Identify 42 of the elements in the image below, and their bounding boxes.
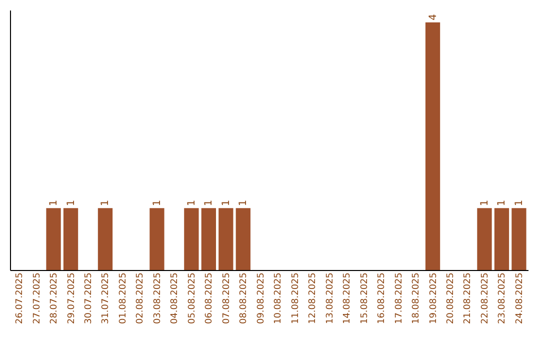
x-tick-label: 07.08.2025 <box>222 272 232 324</box>
x-tick-label: 19.08.2025 <box>428 272 439 324</box>
data-label: 1 <box>479 200 490 206</box>
x-tick-label: 13.08.2025 <box>325 272 336 324</box>
x-tick-label: 15.08.2025 <box>360 272 370 324</box>
x-tick-label: 29.07.2025 <box>66 272 77 324</box>
x-tick-label: 01.08.2025 <box>118 272 128 324</box>
x-tick-label: 20.08.2025 <box>446 272 456 324</box>
data-label: 1 <box>48 200 60 206</box>
x-tick-label: 22.08.2025 <box>480 272 490 324</box>
x-tick-label: 09.08.2025 <box>256 272 266 324</box>
x-tick-label: 06.08.2025 <box>204 272 215 324</box>
x-tick-label: 11.08.2025 <box>290 272 301 324</box>
data-label: 1 <box>66 200 77 206</box>
x-tick-label: 31.07.2025 <box>101 272 112 324</box>
x-tick-label: 03.08.2025 <box>152 272 163 324</box>
x-tick-label: 04.08.2025 <box>170 272 180 324</box>
data-label: 4 <box>428 14 439 20</box>
data-label: 1 <box>100 200 112 206</box>
x-tick-label: 16.08.2025 <box>377 272 388 324</box>
x-tick-label: 08.08.2025 <box>239 272 250 324</box>
x-tick-label: 24.08.2025 <box>514 272 525 324</box>
data-label: 1 <box>220 200 232 206</box>
data-label: 1 <box>186 200 198 206</box>
x-tick-label: 02.08.2025 <box>136 272 146 324</box>
x-tick-label: 05.08.2025 <box>187 272 198 324</box>
data-label: 1 <box>496 200 508 206</box>
x-tick-label: 26.07.2025 <box>15 272 26 324</box>
x-tick-label: 28.07.2025 <box>50 272 60 324</box>
x-tick-label: 23.08.2025 <box>498 272 508 324</box>
x-tick-label: 30.07.2025 <box>84 272 94 324</box>
x-tick-label: 14.08.2025 <box>342 272 353 324</box>
data-label: 1 <box>204 200 215 206</box>
x-tick-label: 27.07.2025 <box>32 272 42 324</box>
x-tick-label: 10.08.2025 <box>274 272 284 324</box>
x-tick-label: 12.08.2025 <box>308 272 318 324</box>
x-tick-label: 17.08.2025 <box>394 272 404 324</box>
data-label: 1 <box>514 200 525 206</box>
data-label: 1 <box>152 200 163 206</box>
x-tick-label: 18.08.2025 <box>412 272 422 324</box>
x-tick-label: 21.08.2025 <box>463 272 474 324</box>
data-label: 1 <box>238 200 250 206</box>
